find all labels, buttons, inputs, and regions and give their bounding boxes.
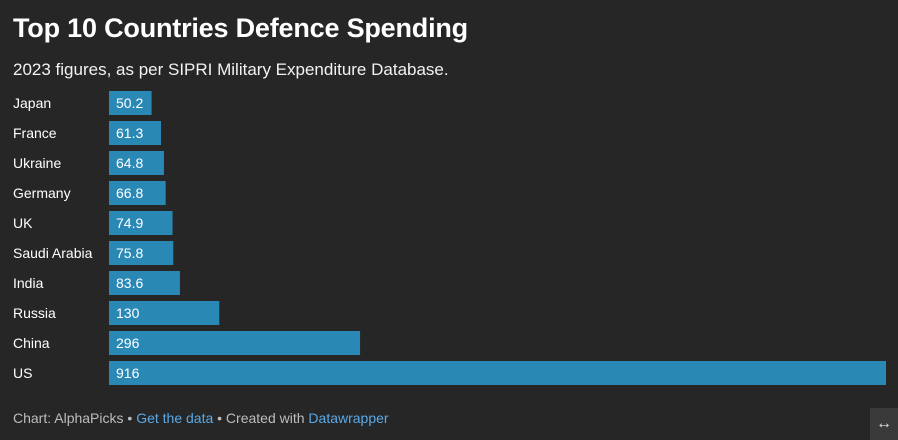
row-label: Germany bbox=[13, 185, 71, 201]
bar bbox=[109, 361, 886, 385]
row-label: China bbox=[13, 335, 50, 351]
chart-subtitle: 2023 figures, as per SIPRI Military Expe… bbox=[13, 60, 449, 79]
bar bbox=[109, 331, 361, 355]
bar bbox=[109, 271, 180, 295]
bar bbox=[109, 151, 164, 175]
footer-separator: • bbox=[123, 410, 137, 426]
row-label: Saudi Arabia bbox=[13, 245, 93, 261]
chart-footer: Chart: AlphaPicks • Get the data • Creat… bbox=[13, 410, 389, 426]
bar bbox=[109, 241, 174, 265]
bar bbox=[109, 301, 220, 325]
bar bbox=[109, 121, 161, 145]
bar-value-label: 83.6 bbox=[116, 275, 143, 291]
row-label: India bbox=[13, 275, 44, 291]
bar bbox=[109, 91, 152, 115]
row-label: France bbox=[13, 125, 57, 141]
row-label: Russia bbox=[13, 305, 56, 321]
bar-value-label: 50.2 bbox=[116, 95, 143, 111]
chart-title: Top 10 Countries Defence Spending bbox=[13, 13, 468, 43]
chart-credit: Chart: AlphaPicks bbox=[13, 410, 124, 426]
bar bbox=[109, 181, 166, 205]
bar-value-label: 74.9 bbox=[116, 215, 143, 231]
bar-value-label: 916 bbox=[116, 365, 140, 381]
bar-chart: Japan 50.2 France 61.3 Ukraine 64.8 Germany 66.… bbox=[13, 91, 886, 385]
row-label: Ukraine bbox=[13, 155, 61, 171]
bar-value-label: 64.8 bbox=[116, 155, 143, 171]
bar-value-label: 66.8 bbox=[116, 185, 143, 201]
get-data-link[interactable]: Get the data bbox=[136, 410, 214, 426]
datawrapper-link[interactable]: Datawrapper bbox=[308, 410, 389, 426]
bar-value-label: 61.3 bbox=[116, 125, 143, 141]
bar-value-label: 296 bbox=[116, 335, 140, 351]
bar-value-label: 130 bbox=[116, 305, 140, 321]
created-with-text: • Created with bbox=[213, 410, 309, 426]
row-label: US bbox=[13, 365, 32, 381]
row-label: UK bbox=[13, 215, 33, 231]
bar bbox=[109, 211, 173, 235]
row-label: Japan bbox=[13, 95, 51, 111]
bar-value-label: 75.8 bbox=[116, 245, 143, 261]
expand-icon[interactable]: ↔ bbox=[870, 408, 898, 440]
